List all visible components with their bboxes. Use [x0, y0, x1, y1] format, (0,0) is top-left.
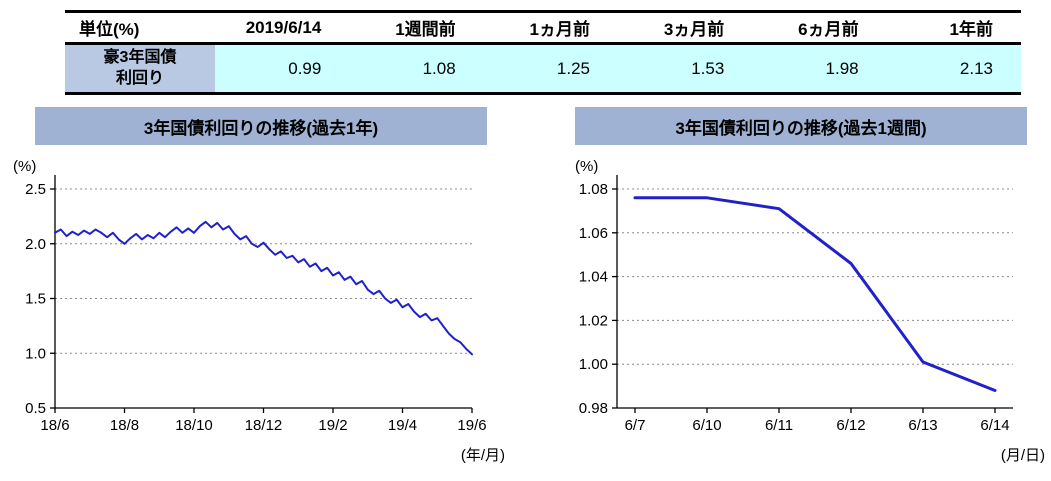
- value-1y-ago: 2.13: [886, 43, 1021, 94]
- table-row-label: 豪3年国債 利回り: [65, 43, 215, 94]
- y-tick-label: 1.02: [579, 312, 608, 329]
- value-6m-ago: 1.98: [752, 43, 887, 94]
- y-tick-label: 2.0: [25, 236, 46, 253]
- table-header-6m-ago: 6ヵ月前: [752, 11, 887, 45]
- yield-summary-table: 単位(%) 2019/6/14 1週間前 1ヵ月前 3ヵ月前 6ヵ月前 1年前 …: [65, 10, 1021, 95]
- value-1m-ago: 1.25: [483, 43, 618, 94]
- x-tick-label: 19/6: [457, 417, 486, 434]
- table-header-1w-ago: 1週間前: [349, 11, 484, 45]
- value-3m-ago: 1.53: [617, 43, 753, 94]
- value-1w-ago: 1.08: [349, 43, 484, 94]
- y-tick-label: 1.0: [25, 345, 46, 362]
- y-tick-label: 1.00: [579, 356, 608, 373]
- yearly-chart-title: 3年国債利回りの推移(過去1年): [35, 107, 487, 145]
- y-tick-label: 0.98: [579, 400, 608, 417]
- x-tick-label: 6/13: [908, 417, 937, 434]
- x-axis-unit: (月/日): [1001, 447, 1045, 464]
- y-tick-label: 0.5: [25, 400, 46, 417]
- x-tick-label: 6/12: [836, 417, 865, 434]
- y-tick-label: 1.04: [579, 269, 608, 286]
- weekly-chart-title: 3年国債利回りの推移(過去1週間): [575, 107, 1027, 145]
- y-tick-label: 2.5: [25, 181, 46, 198]
- series-line: [633, 196, 997, 392]
- x-tick-label: 18/10: [175, 417, 213, 434]
- table-header-3m-ago: 3ヵ月前: [617, 11, 753, 45]
- weekly-line-chart: 0.98 1.00 1.02 1.04 1.06 1.08 6/7 6/10 6/11 6/12 6…: [575, 158, 1045, 464]
- x-tick-label: 18/6: [40, 417, 69, 434]
- y-tick-label: 1.5: [25, 291, 46, 308]
- y-axis-unit: (%): [575, 158, 598, 175]
- x-tick-label: 6/10: [692, 417, 721, 434]
- x-tick-label: 19/2: [318, 417, 347, 434]
- weekly-chart-block: 3年国債利回りの推移(過去1週間) 0.98 1.00 1.02 1.04 1.06 1.…: [545, 107, 1045, 466]
- x-tick-label: 18/8: [110, 417, 139, 434]
- charts-section: 3年国債利回りの推移(過去1年) 0.5 1.0 1.5 2.0 2.5 18/6 18/8…: [0, 107, 1051, 466]
- value-latest: 0.99: [215, 43, 350, 94]
- row-label-line: 利回り: [115, 69, 164, 87]
- table-data-row: 豪3年国債 利回り 0.99 1.08 1.25 1.53 1.98 2.13: [65, 43, 1021, 94]
- summary-table-section: 単位(%) 2019/6/14 1週間前 1ヵ月前 3ヵ月前 6ヵ月前 1年前 …: [65, 10, 1021, 95]
- table-header-unit: 単位(%): [65, 11, 215, 45]
- y-tick-label: 1.06: [579, 225, 608, 242]
- table-header-latest-date: 2019/6/14: [215, 11, 350, 45]
- yearly-line-chart: 0.5 1.0 1.5 2.0 2.5 18/6 18/8 18/10 18/12 19/2 19/…: [13, 158, 505, 464]
- y-axis-unit: (%): [13, 158, 36, 175]
- table-header-row: 単位(%) 2019/6/14 1週間前 1ヵ月前 3ヵ月前 6ヵ月前 1年前: [65, 11, 1021, 45]
- yearly-chart-block: 3年国債利回りの推移(過去1年) 0.5 1.0 1.5 2.0 2.5 18/6 18/8…: [0, 107, 520, 466]
- table-header-1y-ago: 1年前: [886, 11, 1021, 45]
- x-axis-unit: (年/月): [461, 447, 505, 464]
- x-tick-label: 6/7: [625, 417, 646, 434]
- row-label-line: 豪3年国債: [103, 48, 177, 66]
- y-tick-label: 1.08: [579, 181, 608, 198]
- table-header-1m-ago: 1ヵ月前: [483, 11, 618, 45]
- series-line: [54, 220, 473, 356]
- x-tick-label: 19/4: [388, 417, 417, 434]
- x-tick-label: 18/12: [245, 417, 283, 434]
- x-tick-label: 6/14: [980, 417, 1009, 434]
- x-tick-label: 6/11: [765, 417, 793, 434]
